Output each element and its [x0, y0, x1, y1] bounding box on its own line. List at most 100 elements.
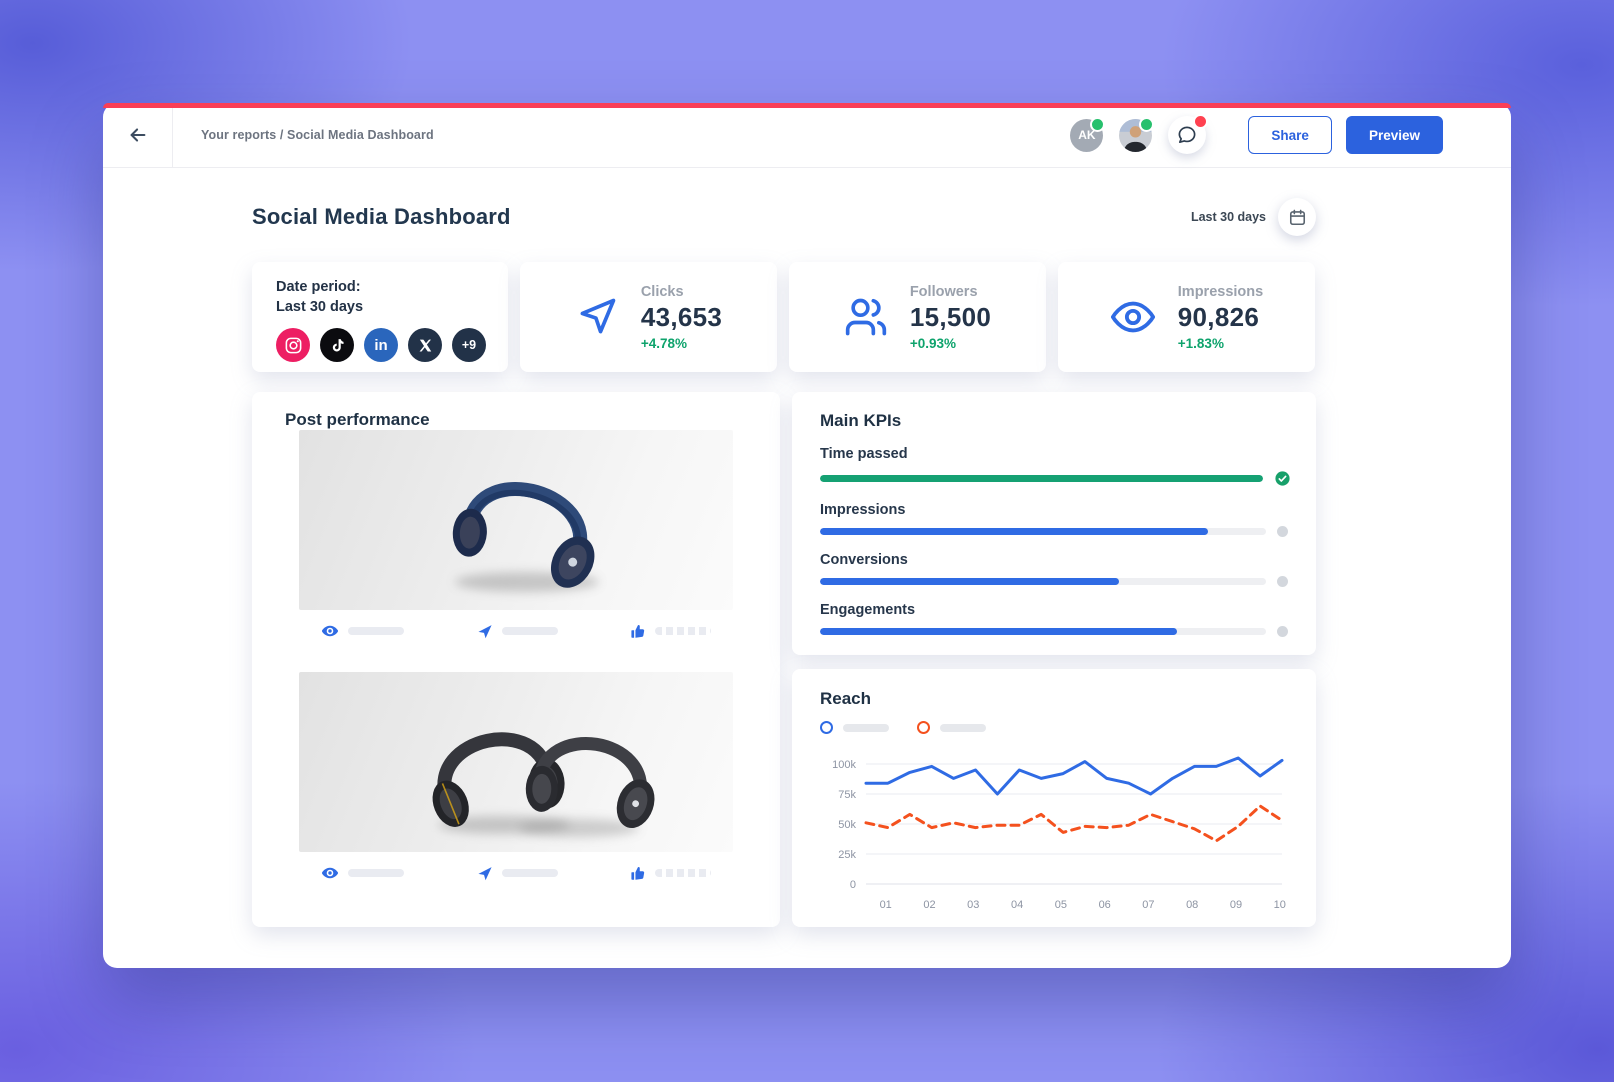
svg-text:25k: 25k: [838, 849, 856, 861]
like-thumb-icon: [631, 624, 645, 638]
back-button[interactable]: [103, 103, 173, 167]
date-period-label: Date period:: [276, 279, 361, 295]
svg-text:100k: 100k: [832, 759, 856, 771]
chat-bubble-icon: [1178, 126, 1196, 144]
stat-delta: +0.93%: [909, 335, 956, 351]
stat-value: 43,653: [640, 301, 723, 332]
kpi-bar-track: [820, 578, 1266, 585]
metric-placeholder: [655, 627, 711, 635]
linkedin-icon[interactable]: in: [364, 328, 398, 363]
chart-legend: [820, 721, 1290, 734]
svg-text:09: 09: [1230, 899, 1242, 911]
metric-placeholder: [501, 869, 558, 877]
metric-placeholder: [655, 869, 711, 877]
avatar-initials[interactable]: AK: [1070, 116, 1106, 152]
notification-dot: [1193, 114, 1209, 129]
kpi-bar-track: [820, 475, 1263, 482]
legend-marker-blue: [820, 721, 833, 734]
post-item: [299, 430, 733, 640]
share-button[interactable]: Share: [1248, 116, 1332, 154]
kpi-row-conversions: Conversions: [820, 552, 1288, 587]
post-performance-panel: Post performance: [252, 392, 780, 927]
kpi-bar-fill: [820, 578, 1119, 585]
metric-placeholder: [348, 869, 404, 877]
page-title: Social Media Dashboard: [252, 204, 511, 229]
right-column: Main KPIs Time passed: [792, 392, 1316, 927]
dashboard-content: Social Media Dashboard Last 30 days Date…: [103, 168, 1511, 927]
legend-label-placeholder: [940, 723, 986, 732]
svg-text:01: 01: [880, 899, 892, 911]
avatar-photo[interactable]: [1119, 116, 1155, 152]
preview-button[interactable]: Preview: [1345, 116, 1443, 154]
kpi-bar-fill: [820, 475, 1263, 482]
check-circle-icon: [1274, 470, 1291, 487]
topbar-actions: AK Sh: [1054, 114, 1443, 154]
metric-placeholder: [348, 627, 404, 635]
kpi-bar-fill: [820, 528, 1209, 535]
svg-text:08: 08: [1186, 899, 1198, 911]
calendar-icon: [1289, 209, 1305, 225]
legend-series-1: [820, 721, 889, 734]
stat-value: 15,500: [909, 301, 992, 332]
svg-text:06: 06: [1099, 899, 1111, 911]
panel-title: Reach: [820, 689, 872, 708]
title-row: Social Media Dashboard Last 30 days: [252, 198, 1316, 236]
share-send-icon: [477, 624, 492, 638]
main-kpis-panel: Main KPIs Time passed: [792, 392, 1316, 655]
svg-text:50k: 50k: [838, 819, 856, 831]
followers-icon: [844, 295, 888, 339]
x-twitter-icon[interactable]: [408, 328, 442, 363]
svg-text:05: 05: [1055, 899, 1067, 911]
calendar-button[interactable]: [1278, 198, 1316, 236]
post-views-metric: [321, 864, 404, 882]
reach-chart: 0 25k 50k 75k 100k 01 02 03 04 05 06 07 08 09 10: [820, 738, 1290, 919]
instagram-icon[interactable]: [276, 328, 310, 363]
svg-text:0: 0: [850, 879, 856, 891]
tiktok-icon[interactable]: [320, 328, 354, 363]
post-metrics-row: [299, 622, 733, 640]
svg-text:04: 04: [1011, 899, 1023, 911]
clicks-card: Clicks 43,653 +4.78%: [520, 262, 777, 372]
reach-chart-svg: 0 25k 50k 75k 100k 01 02 03 04 05 06 07 08 09 10: [832, 756, 1286, 911]
svg-text:02: 02: [923, 899, 935, 911]
stat-label: Clicks: [640, 283, 684, 300]
share-send-icon: [477, 866, 492, 880]
legend-label-placeholder: [843, 723, 889, 732]
breadcrumb: Your reports / Social Media Dashboard: [201, 128, 434, 142]
post-likes-metric: [629, 865, 711, 882]
comments-button[interactable]: [1168, 114, 1209, 154]
svg-text:07: 07: [1142, 899, 1154, 911]
panel-title: Main KPIs: [820, 411, 902, 430]
kpi-label: Impressions: [820, 502, 906, 518]
post-shares-metric: [476, 865, 558, 882]
legend-marker-orange: [917, 721, 930, 734]
networks-row: in +9: [276, 328, 508, 363]
arrow-left-icon: [130, 128, 145, 142]
eye-icon: [1110, 294, 1156, 340]
app-window: Your reports / Social Media Dashboard AK: [103, 103, 1511, 968]
online-status-dot: [1139, 116, 1155, 132]
impressions-card: Impressions 90,826 +1.83%: [1058, 262, 1315, 372]
panels-row: Post performance: [252, 392, 1316, 927]
like-thumb-icon: [631, 866, 645, 880]
legend-series-2: [917, 721, 986, 734]
kpi-bar-track: [820, 628, 1266, 635]
post-likes-metric: [629, 623, 711, 640]
date-period-card: Date period: Last 30 days in +9: [252, 262, 508, 372]
metric-placeholder: [501, 627, 558, 635]
stat-value: 90,826: [1177, 301, 1260, 332]
reach-panel: Reach 0 25k 50k 75k 100: [792, 669, 1316, 927]
kpi-label: Conversions: [820, 552, 908, 568]
kpi-end-dot: [1277, 576, 1288, 587]
stat-delta: +4.78%: [640, 335, 687, 351]
svg-text:03: 03: [967, 899, 979, 911]
more-networks-badge[interactable]: +9: [452, 328, 486, 363]
stat-label: Impressions: [1177, 283, 1264, 300]
kpi-label: Engagements: [820, 602, 916, 618]
panel-title: Post performance: [285, 410, 430, 429]
kpi-row-engagements: Engagements: [820, 602, 1288, 637]
kpi-end-dot: [1277, 626, 1288, 637]
stats-row: Date period: Last 30 days in +9: [252, 262, 1316, 372]
views-eye-icon: [321, 867, 339, 879]
